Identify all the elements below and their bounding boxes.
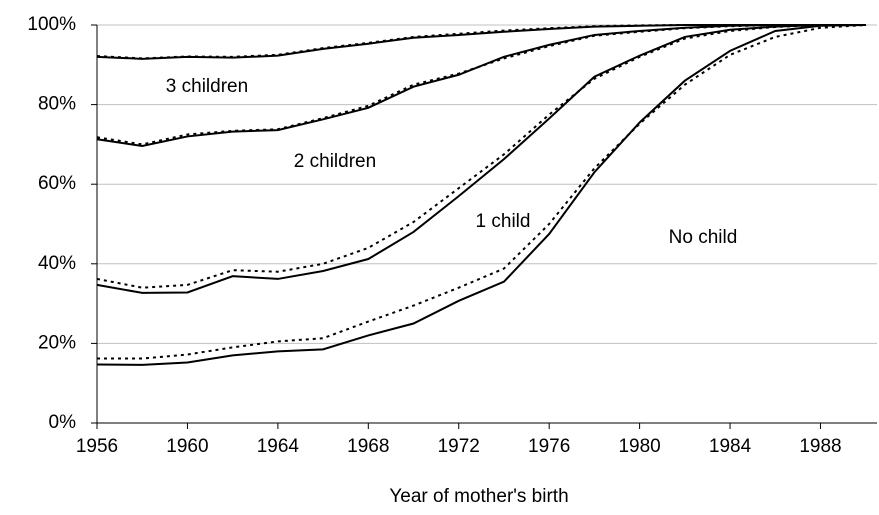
series-line (96, 24, 866, 294)
x-tick-label: 1968 (347, 436, 389, 457)
x-tick-label: 1988 (799, 436, 841, 457)
x-tick-label: 1976 (528, 436, 570, 457)
series-label: No child (669, 227, 738, 248)
y-tick-label: 20% (38, 332, 76, 353)
y-tick-label: 60% (38, 173, 76, 194)
x-tick-label: 1960 (166, 436, 208, 457)
series-label: 3 children (166, 76, 248, 97)
y-tick-label: 40% (38, 253, 76, 274)
series-line (96, 24, 866, 366)
series-line (96, 24, 866, 60)
x-tick-label: 1964 (257, 436, 300, 457)
y-tick-label: 80% (38, 94, 76, 115)
series-label: 2 children (294, 151, 376, 172)
y-tick-label: 0% (49, 412, 77, 433)
x-tick-label: 1984 (709, 436, 752, 457)
series-line (96, 24, 866, 148)
series-line (96, 24, 866, 289)
x-axis-title: Year of mother's birth (389, 486, 568, 507)
x-tick-label: 1956 (76, 436, 118, 457)
series-line (97, 24, 866, 360)
x-tick-label: 1980 (618, 436, 660, 457)
series-label: 1 child (476, 211, 531, 232)
y-tick-label: 100% (27, 14, 76, 35)
x-tick-label: 1972 (438, 436, 480, 457)
